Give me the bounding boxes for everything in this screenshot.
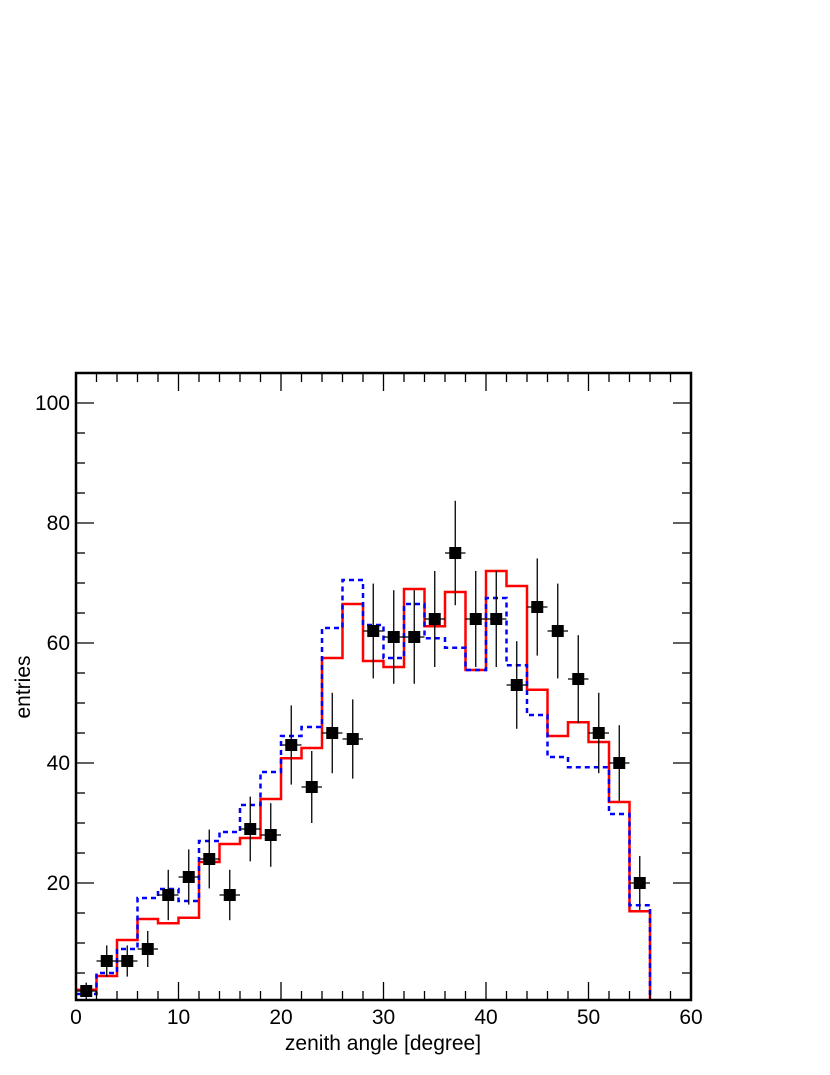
x-tick-label: 50: [577, 1006, 600, 1029]
x-tick-label: 60: [679, 1006, 702, 1029]
data-point: [449, 547, 462, 559]
data-point: [510, 679, 523, 691]
data-point: [141, 943, 154, 955]
data-point: [223, 889, 236, 901]
x-tick-label: 20: [269, 1006, 292, 1029]
data-point: [100, 955, 113, 967]
data-point: [592, 727, 605, 739]
histogram-line: [76, 569, 652, 1000]
data-point: [613, 757, 626, 769]
data-point: [264, 829, 277, 841]
histogram-line: [76, 578, 652, 1000]
data-point: [305, 781, 318, 793]
x-tick-label: 10: [167, 1006, 190, 1029]
data-point: [203, 853, 216, 865]
data-point: [633, 877, 646, 889]
x-tick-label: 0: [70, 1006, 82, 1029]
data-point: [326, 727, 339, 739]
y-tick-label: 40: [47, 752, 70, 775]
data-point: [162, 889, 175, 901]
y-tick-label: 100: [35, 392, 70, 415]
x-tick-label: 30: [372, 1006, 395, 1029]
data-point: [531, 601, 544, 613]
data-point: [346, 733, 359, 745]
y-tick-label: 80: [47, 512, 70, 535]
data-point: [367, 625, 380, 637]
data-point: [551, 625, 564, 637]
y-tick-label: 60: [47, 632, 70, 655]
x-tick-label: 40: [474, 1006, 497, 1029]
data-point: [572, 673, 585, 685]
data-point: [490, 613, 503, 625]
data-point: [244, 823, 257, 835]
plot-area: [76, 500, 652, 1000]
data-point: [182, 871, 195, 883]
x-axis-title: zenith angle [degree]: [285, 1032, 481, 1055]
y-axis-title: entries: [12, 655, 35, 718]
data-point: [408, 631, 421, 643]
data-point: [121, 955, 134, 967]
data-point: [285, 739, 298, 751]
data-point: [428, 613, 441, 625]
data-point: [469, 613, 482, 625]
y-tick-label: 20: [47, 872, 70, 895]
data-point: [80, 985, 93, 997]
data-point: [387, 631, 400, 643]
